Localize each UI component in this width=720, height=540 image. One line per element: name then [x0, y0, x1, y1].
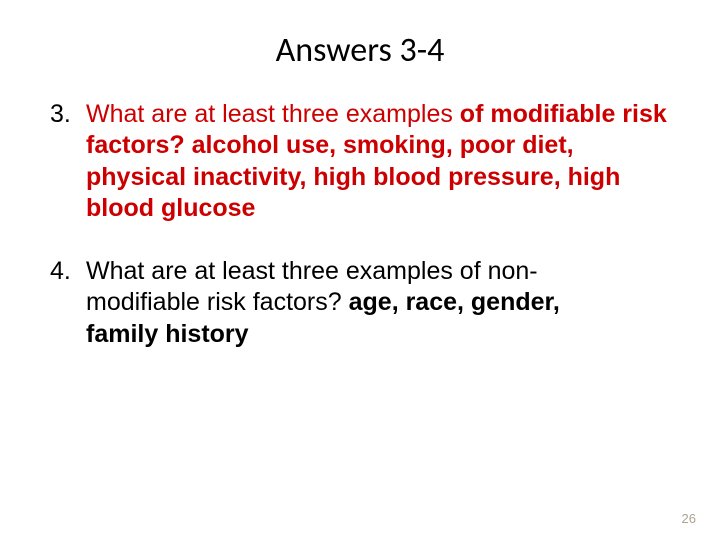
item-body-3: What are at least three examples of modi…	[86, 99, 680, 224]
page-number: 26	[682, 511, 696, 526]
q3-prefix: What are at least three examples	[86, 100, 460, 128]
list-item-3: 3. What are at least three examples of m…	[50, 99, 680, 224]
item-number-4: 4.	[50, 256, 86, 350]
item-number-3: 3.	[50, 99, 86, 224]
slide-container: Answers 3-4 3. What are at least three e…	[0, 0, 720, 540]
answer-list: 3. What are at least three examples of m…	[40, 99, 680, 350]
list-item-4: 4. What are at least three examples of n…	[50, 256, 680, 350]
item-body-4: What are at least three examples of non-…	[86, 256, 680, 350]
slide-title: Answers 3-4	[40, 30, 680, 71]
